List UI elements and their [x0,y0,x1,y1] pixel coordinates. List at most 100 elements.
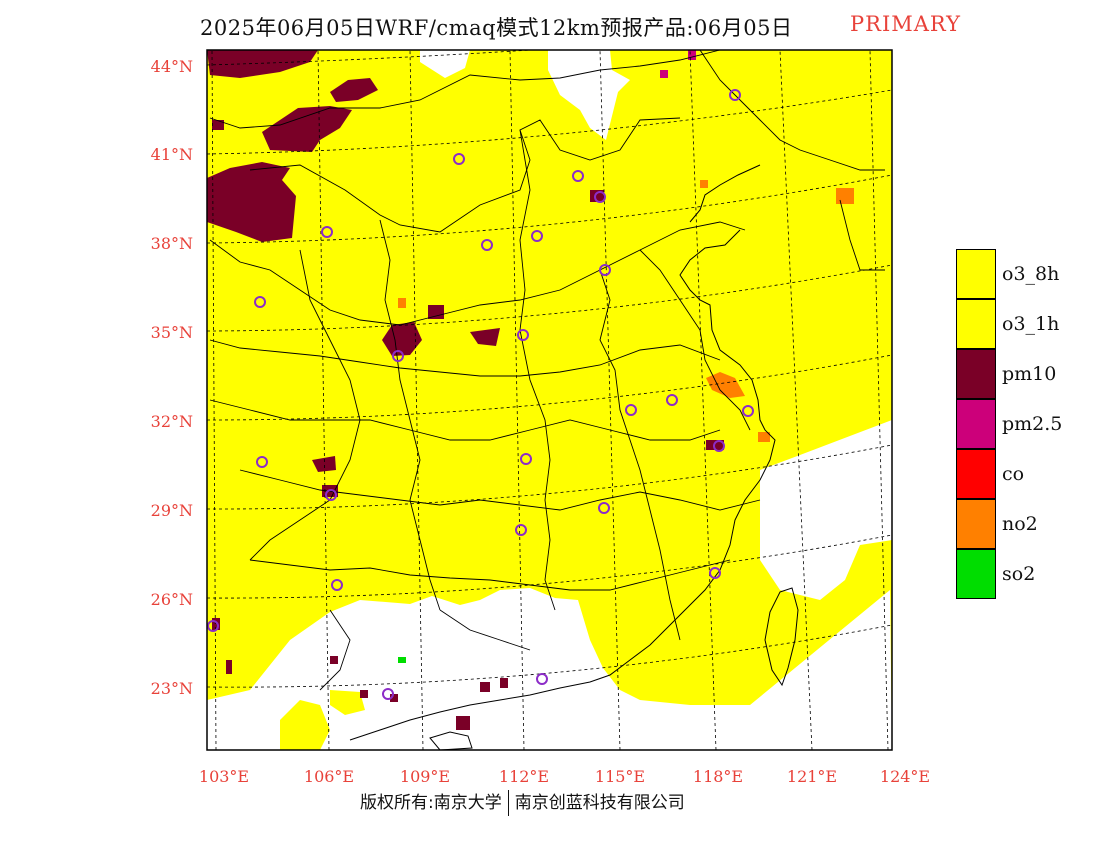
boundary-line-15 [319,609,351,691]
clean-areas [207,50,892,750]
clean-area-east-coast [760,420,892,600]
meridian-118e [689,50,717,750]
pm10-area-19 [226,660,232,674]
no2-areas [398,180,854,442]
city-marker-8 [599,264,611,276]
lon-label: 112°E [499,767,549,786]
meridian-103e [211,50,217,750]
city-marker-7 [531,230,543,242]
boundary-line-9 [519,129,556,611]
pm10-area-1 [207,50,318,78]
boundary-line-6 [239,469,761,511]
longitude-labels: 103°E 106°E 109°E 112°E 115°E 118°E 121°… [199,767,930,786]
city-marker-11 [392,350,404,362]
meridian-124e [869,50,889,750]
pm10-area-4 [207,162,296,242]
clean-area-ne [420,50,470,78]
boundary-line-10 [599,269,681,641]
province-boundaries [209,50,885,691]
legend-item-pm10: pm10 [956,349,1086,399]
lon-label: 115°E [595,767,645,786]
city-marker-15 [713,440,725,452]
boundary-line-1 [209,50,721,129]
city-marker-25 [382,688,394,700]
legend-swatch [956,499,996,549]
bohai-coast [689,164,761,223]
city-marker-5 [321,226,333,238]
pm10-area-2 [262,106,352,152]
legend-swatch [956,549,996,599]
legend-item-o3-8h: o3_8h [956,249,1086,299]
legend-swatch [956,399,996,449]
boundary-line-14 [249,249,361,561]
lat-label: 35°N [151,323,193,342]
legend-label: o3_1h [1002,313,1060,335]
pm10-area-13 [480,682,490,692]
parallel-44n [207,50,537,66]
coastline [349,164,799,750]
legend-label: o3_8h [1002,263,1060,285]
lon-label: 124°E [880,767,930,786]
o3-patch-2 [330,690,365,715]
city-marker-17 [520,453,532,465]
lat-label: 23°N [151,679,193,698]
coastline-path [349,229,776,741]
legend-label: so2 [1002,563,1036,585]
city-marker-9 [254,296,266,308]
copyright-left: 版权所有:南京大学 [360,793,502,813]
city-marker-10 [517,329,529,341]
lat-label: 44°N [151,57,193,76]
lon-label: 103°E [199,767,249,786]
meridian-109e [409,50,424,750]
taiwan-island [764,587,799,687]
city-marker-6 [481,239,493,251]
boundary-line-16 [439,609,531,651]
city-marker-24 [536,673,548,685]
pm10-area-11 [456,716,470,730]
pm10-area-3 [330,78,378,102]
legend-item-co: co [956,449,1086,499]
graticule [207,50,892,750]
pm10-areas [207,50,724,730]
boundary-line-4 [209,339,721,377]
boundary-line-3 [209,221,746,326]
map-frame [206,49,893,751]
pm25-area-2 [688,50,696,60]
lat-label: 32°N [151,412,193,431]
legend-swatch [956,349,996,399]
pm10-area-15 [212,120,224,130]
meridian-106e [317,50,330,750]
clean-area-south [207,588,892,750]
copyright-divider [507,790,509,816]
city-marker-16 [256,456,268,468]
meridian-115e [599,50,621,750]
legend-item-o3-1h: o3_1h [956,299,1086,349]
legend-label: no2 [1002,513,1038,535]
city-markers [207,89,754,700]
legend-label: pm2.5 [1002,413,1063,435]
pm10-area-17 [390,694,398,702]
city-marker-14 [742,405,754,417]
primary-tag: PRIMARY [850,12,961,36]
no2-area-5 [700,180,708,188]
pm10-area-18 [500,678,508,688]
meridian-112e [509,50,525,750]
city-marker-12 [666,394,678,406]
meridian-121e [779,50,813,750]
lon-label: 118°E [693,767,743,786]
legend-label: co [1002,463,1025,485]
boundary-line-8 [379,219,441,611]
no2-area-1 [706,372,745,398]
pm10-area-16 [360,690,368,698]
legend-swatch [956,249,996,299]
city-marker-13 [625,404,637,416]
pm10-area-7 [312,456,336,472]
minor-pollutant-areas [398,50,696,663]
pm10-area-6 [470,328,500,346]
pm10-area-14 [212,618,220,630]
boundary-line-12 [699,50,885,171]
pm10-area-9 [428,305,444,319]
legend-item-so2: so2 [956,549,1086,599]
city-marker-18 [325,489,337,501]
